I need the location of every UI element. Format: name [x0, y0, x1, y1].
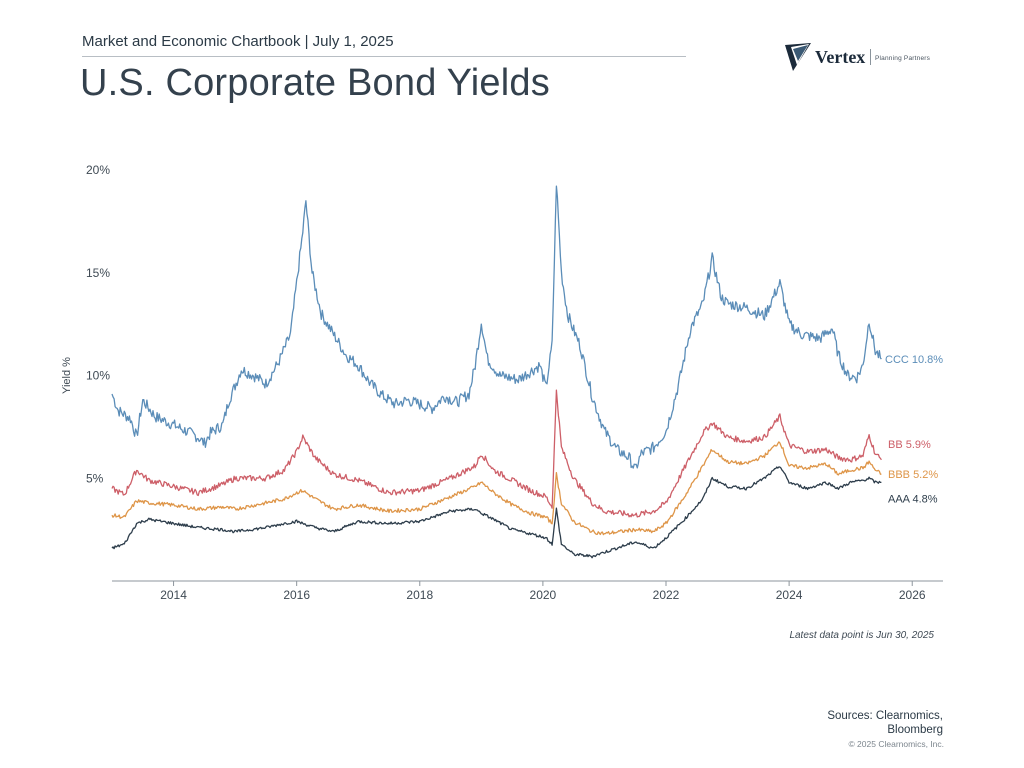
- chart-axes: [112, 580, 943, 586]
- y-tick-label: 20%: [86, 163, 110, 177]
- x-tick-label: 2018: [406, 588, 433, 602]
- series-end-label-bbb: BBB 5.2%: [888, 469, 938, 481]
- x-tick-label: 2014: [160, 588, 187, 602]
- y-tick-label: 15%: [86, 266, 110, 280]
- x-tick-label: 2020: [530, 588, 557, 602]
- x-tick-label: 2026: [899, 588, 926, 602]
- sources-line-2: Bloomberg: [887, 724, 943, 736]
- series-line-bbb: [111, 441, 882, 536]
- sources-text: Sources: Clearnomics, Bloomberg: [743, 709, 943, 737]
- header-divider: [82, 56, 686, 57]
- y-axis-title: Yield %: [61, 357, 73, 394]
- y-tick-label: 10%: [86, 369, 110, 383]
- x-tick-label: 2016: [283, 588, 310, 602]
- vertex-logo: Vertex Planning Partners: [783, 41, 943, 75]
- sources-line-1: Sources: Clearnomics,: [827, 710, 943, 722]
- logo-divider: [870, 49, 871, 65]
- latest-data-note: Latest data point is Jun 30, 2025: [789, 630, 934, 641]
- chartbook-subtitle: Market and Economic Chartbook | July 1, …: [82, 33, 394, 50]
- series-line-bb: [111, 389, 882, 518]
- series-line-aaa: [111, 466, 882, 559]
- logo-tagline: Planning Partners: [875, 55, 931, 62]
- vertex-logo-icon: [785, 43, 811, 71]
- series-line-ccc: [111, 185, 882, 469]
- x-tick-label: 2024: [776, 588, 803, 602]
- series-end-label-ccc: CCC 10.8%: [885, 354, 943, 366]
- copyright: © 2025 Clearnomics, Inc.: [848, 739, 944, 749]
- page-title: U.S. Corporate Bond Yields: [80, 62, 550, 104]
- y-tick-label: 5%: [86, 471, 104, 485]
- series-end-label-bb: BB 5.9%: [888, 439, 931, 451]
- x-tick-label: 2022: [653, 588, 680, 602]
- series-end-label-aaa: AAA 4.8%: [888, 493, 938, 505]
- chart-labels: 2014 2016 2018 2020 2022 2024 2026 5% 10% 15% 20% Y…: [61, 163, 943, 602]
- chart-series: [111, 185, 882, 559]
- logo-brand-text: Vertex: [815, 47, 866, 67]
